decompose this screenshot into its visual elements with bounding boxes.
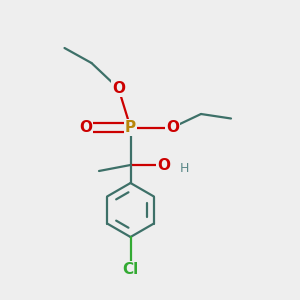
Text: Cl: Cl [122, 262, 139, 278]
Text: O: O [157, 158, 170, 172]
Text: O: O [166, 120, 179, 135]
Text: H: H [180, 161, 189, 175]
Text: P: P [125, 120, 136, 135]
Text: O: O [112, 81, 125, 96]
Text: O: O [79, 120, 92, 135]
